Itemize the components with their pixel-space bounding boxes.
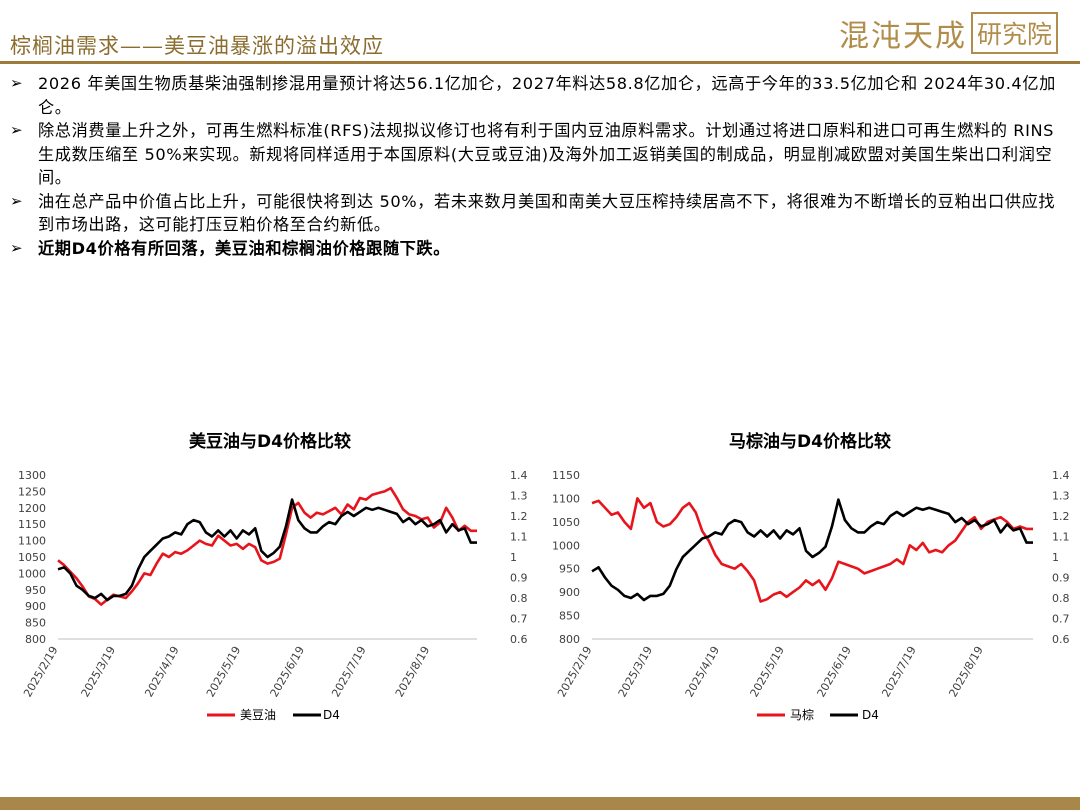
x-tick-label: 2025/4/19 (683, 644, 722, 699)
slide-header: 棕榈油需求——美豆油暴涨的溢出效应 混沌天成 研究院 (0, 0, 1080, 64)
x-tick-label: 2025/2/19 (21, 644, 60, 699)
y-right-tick-label: 0.9 (1052, 572, 1070, 585)
bullet-item: ➢ 油在总产品中价值占比上升，可能很快将到达 50%，若未来数月美国和南美大豆压… (8, 190, 1070, 237)
y-right-tick-label: 1.3 (510, 490, 528, 503)
arrow-bullet-icon: ➢ (10, 191, 24, 210)
y-left-tick-label: 1150 (18, 518, 46, 531)
y-left-tick-label: 950 (25, 584, 46, 597)
y-right-tick-label: 1.1 (1052, 531, 1070, 544)
bullet-text: 除总消费量上升之外，可再生燃料标准(RFS)法规拟议修订也将有利于国内豆油原料需… (38, 121, 1055, 187)
y-right-tick-label: 0.7 (510, 613, 528, 626)
y-right-tick-label: 0.8 (510, 592, 528, 605)
series-line-d4 (57, 498, 477, 602)
y-left-tick-label: 800 (559, 633, 580, 646)
chart-title: 马棕油与D4价格比较 (729, 431, 891, 452)
y-left-tick-label: 1300 (18, 469, 46, 482)
bullet-text: 近期D4价格有所回落，美豆油和棕榈油价格跟随下跌。 (38, 238, 451, 258)
brand-logo: 混沌天成 研究院 (839, 12, 1058, 54)
bullet-item: ➢ 近期D4价格有所回落，美豆油和棕榈油价格跟随下跌。 (8, 237, 1070, 261)
bullet-list: ➢ 2026 年美国生物质基柴油强制掺混用量预计将达56.1亿加仑，2027年料… (8, 72, 1070, 260)
y-left-tick-label: 1150 (552, 469, 580, 482)
arrow-bullet-icon: ➢ (10, 74, 24, 92)
x-tick-label: 2025/7/19 (329, 644, 368, 699)
bullet-item: ➢ 除总消费量上升之外，可再生燃料标准(RFS)法规拟议修订也将有利于国内豆油原… (8, 119, 1070, 190)
header-rule (0, 61, 1080, 64)
palm-d4-chart: 马棕油与D4价格比较 800 850 900 950 1000 1050 1100 1150 0.… (552, 431, 1070, 722)
y-right-tick-label: 1.3 (1052, 490, 1070, 503)
bullet-item: ➢ 2026 年美国生物质基柴油强制掺混用量预计将达56.1亿加仑，2027年料… (8, 72, 1070, 119)
x-tick-label: 2025/5/19 (204, 644, 243, 699)
legend-label: D4 (323, 708, 340, 722)
y-left-tick-label: 850 (559, 610, 580, 623)
legend-label: 马棕 (790, 707, 814, 722)
x-tick-label: 2025/7/19 (879, 644, 918, 699)
y-right-tick-label: 1 (1052, 551, 1059, 564)
y-right-tick-label: 1.2 (510, 510, 528, 523)
y-right-tick-label: 1 (510, 551, 517, 564)
slide-title: 棕榈油需求——美豆油暴涨的溢出效应 (10, 34, 384, 58)
series-line-d4 (591, 498, 1033, 602)
y-right-tick-label: 1.4 (510, 469, 528, 482)
y-left-tick-label: 900 (559, 586, 580, 599)
y-left-tick-label: 850 (25, 617, 46, 630)
y-right-tick-label: 1.2 (1052, 510, 1070, 523)
x-tick-label: 2025/5/19 (748, 644, 787, 699)
y-left-tick-label: 1000 (552, 539, 580, 552)
y-right-tick-label: 0.7 (1052, 613, 1070, 626)
chart-title: 美豆油与D4价格比较 (189, 431, 351, 452)
y-left-tick-label: 800 (25, 633, 46, 646)
y-right-tick-label: 0.6 (510, 633, 528, 646)
y-right-tick-label: 1.4 (1052, 469, 1070, 482)
y-right-tick-label: 1.1 (510, 531, 528, 544)
bullet-text: 2026 年美国生物质基柴油强制掺混用量预计将达56.1亿加仑，2027年料达5… (38, 74, 1056, 117)
arrow-bullet-icon: ➢ (10, 121, 24, 139)
y-left-tick-label: 1000 (18, 567, 46, 580)
x-tick-label: 2025/6/19 (815, 644, 854, 699)
x-tick-label: 2025/3/19 (616, 644, 655, 699)
y-left-tick-label: 1100 (552, 492, 580, 505)
y-left-tick-label: 1100 (18, 535, 46, 548)
logo-seal: 研究院 (970, 12, 1058, 54)
bullet-text: 油在总产品中价值占比上升，可能很快将到达 50%，若未来数月美国和南美大豆压榨持… (38, 191, 1056, 235)
x-tick-label: 2025/4/19 (142, 644, 181, 699)
x-tick-label: 2025/6/19 (268, 644, 307, 699)
x-tick-label: 2025/8/19 (946, 644, 985, 699)
x-tick-label: 2025/2/19 (555, 644, 594, 699)
y-left-tick-label: 1250 (18, 485, 46, 498)
y-left-tick-label: 1200 (18, 502, 46, 515)
y-right-tick-label: 0.6 (1052, 633, 1070, 646)
logo-text: 混沌天成 (838, 19, 967, 54)
legend-label: D4 (862, 708, 879, 722)
footer-bar (0, 797, 1080, 810)
y-left-tick-label: 950 (559, 563, 580, 576)
legend-label: 美豆油 (240, 708, 276, 722)
y-right-tick-label: 0.8 (1052, 592, 1070, 605)
soyoil-d4-chart: 美豆油与D4价格比较800850900950100010501100115012… (18, 431, 528, 722)
y-left-tick-label: 1050 (552, 516, 580, 529)
series-line-oil (57, 486, 477, 606)
arrow-bullet-icon: ➢ (10, 238, 24, 257)
y-left-tick-label: 900 (25, 600, 46, 613)
x-tick-label: 2025/3/19 (79, 644, 118, 699)
y-left-tick-label: 1050 (18, 551, 46, 564)
y-right-tick-label: 0.9 (510, 572, 528, 585)
series-line-oil (591, 497, 1033, 603)
x-tick-label: 2025/8/19 (393, 644, 432, 699)
